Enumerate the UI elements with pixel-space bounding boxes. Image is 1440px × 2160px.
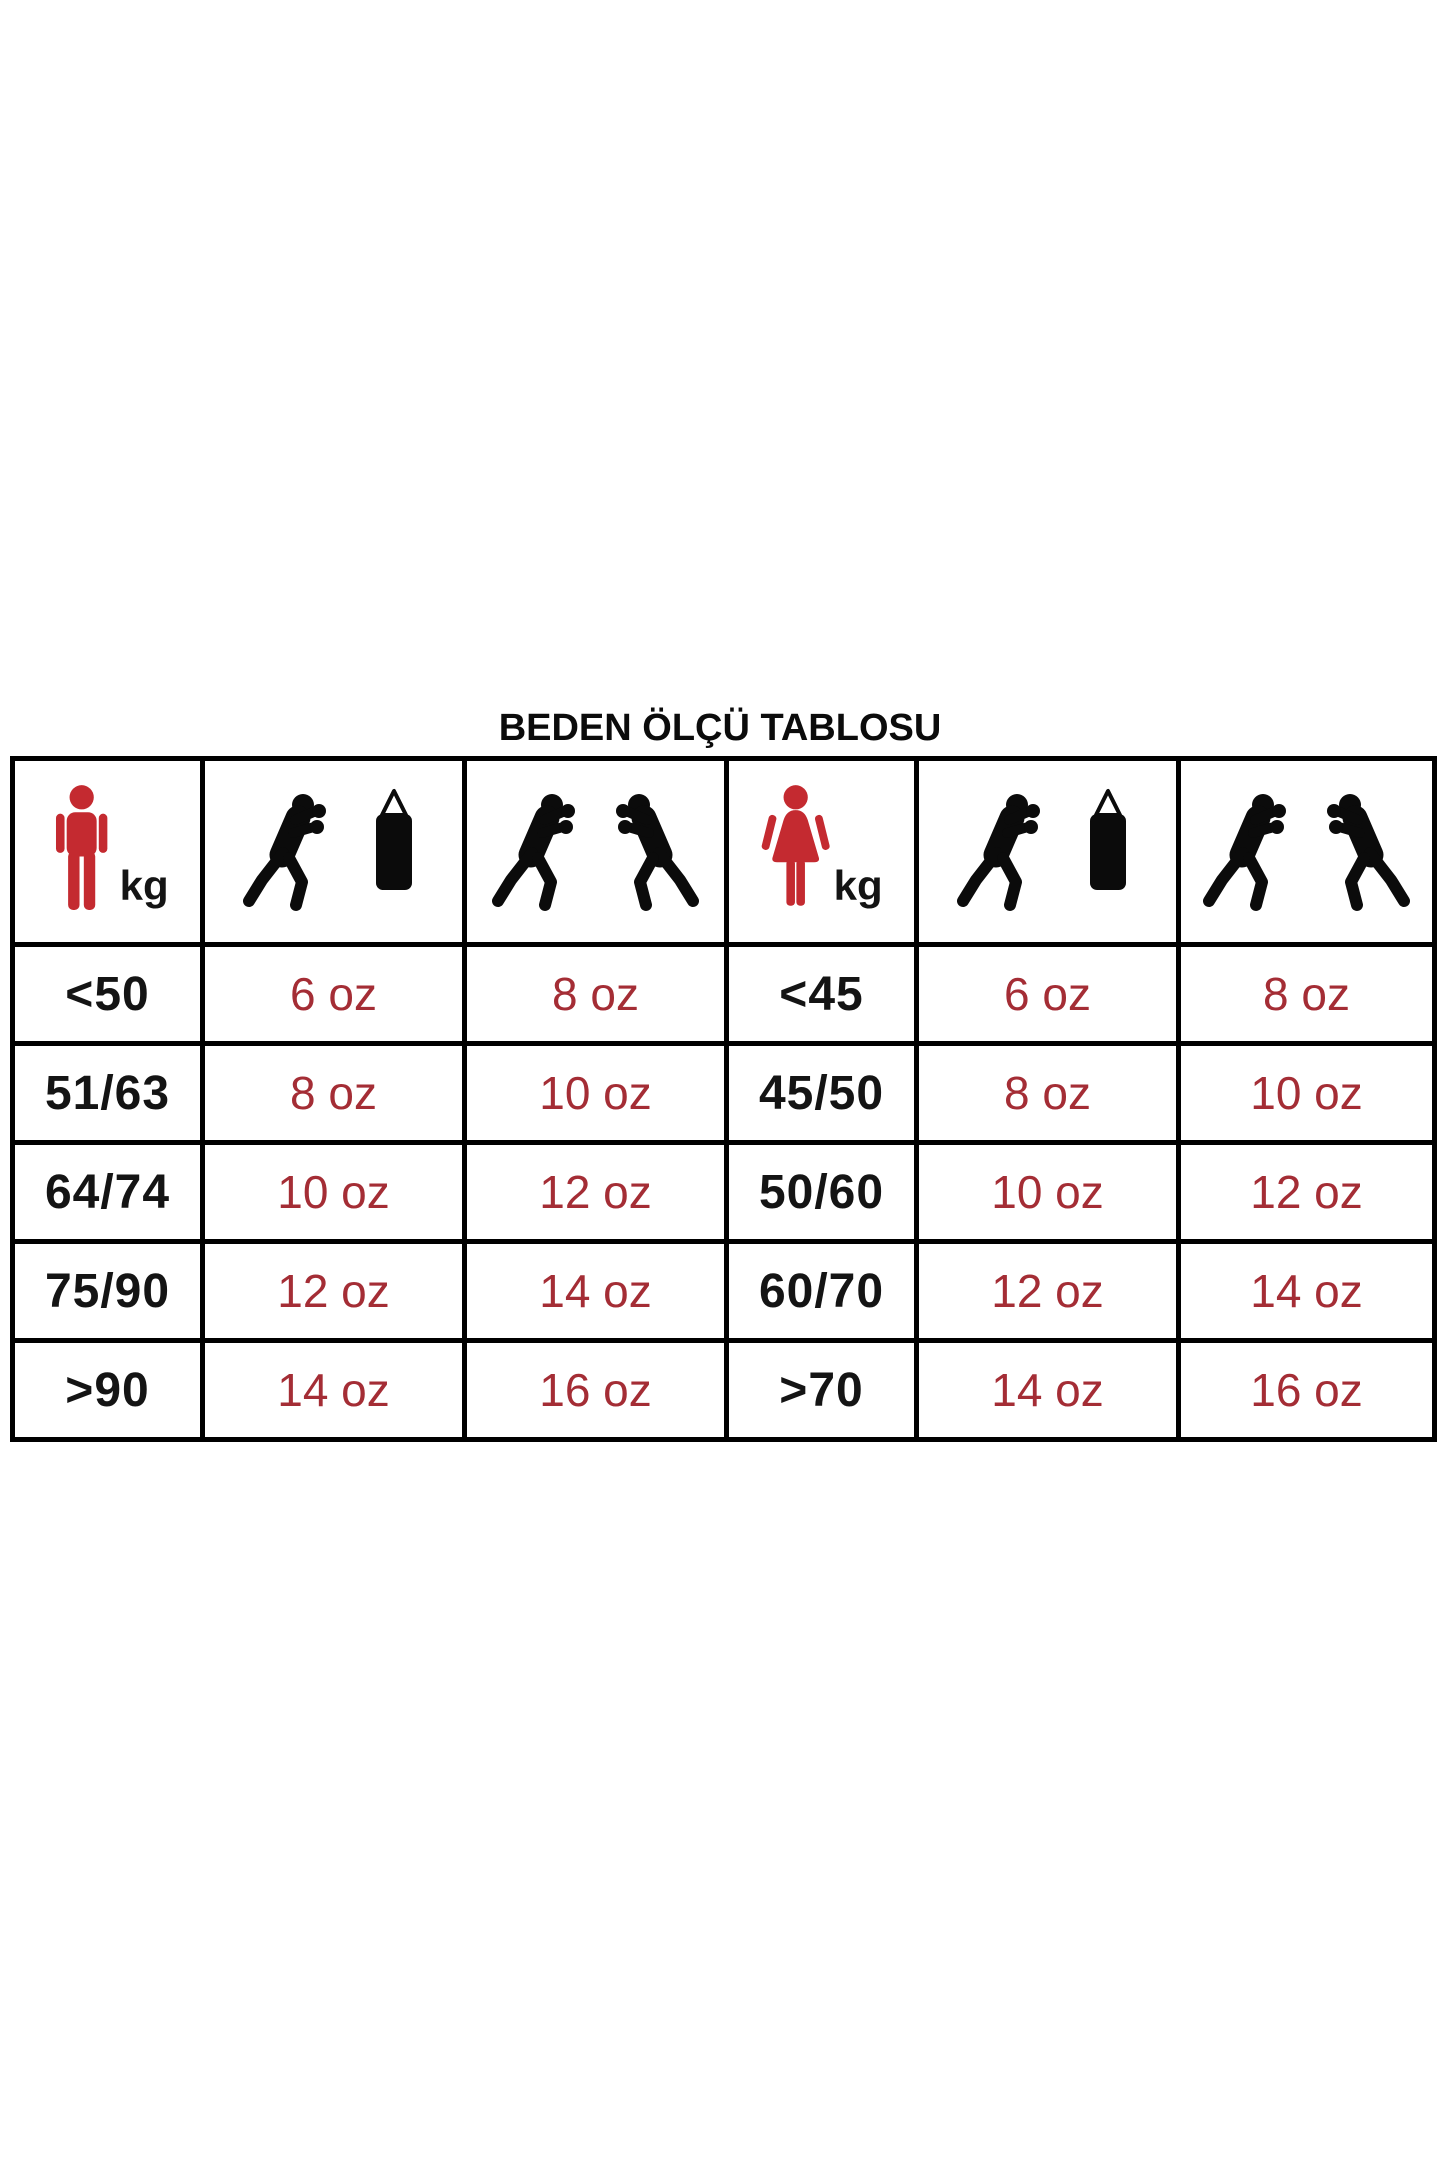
cell-male-sparring-oz: 14 oz xyxy=(462,1239,729,1343)
cell-female-sparring-oz: 14 oz xyxy=(1176,1239,1437,1343)
header-row: kg xyxy=(10,756,1437,947)
sparring-boxers-icon xyxy=(1199,787,1414,917)
cell-male-sparring-oz: 10 oz xyxy=(462,1041,729,1145)
table-row: 75/90 12 oz 14 oz 60/70 12 oz 14 oz xyxy=(10,1239,1437,1343)
male-kg-label: kg xyxy=(119,862,169,909)
table-row: 64/74 10 oz 12 oz 50/60 10 oz 12 oz xyxy=(10,1140,1437,1244)
cell-male-sparring-oz: 12 oz xyxy=(462,1140,729,1244)
cell-male-bag-oz: 8 oz xyxy=(200,1041,467,1145)
cell-female-bag-oz: 14 oz xyxy=(914,1338,1181,1442)
cell-female-sparring-oz: 8 oz xyxy=(1176,942,1437,1046)
female-figure-icon xyxy=(760,783,831,915)
cell-male-sparring-oz: 16 oz xyxy=(462,1338,729,1442)
cell-male-bag-oz: 6 oz xyxy=(200,942,467,1046)
cell-male-kg: <50 xyxy=(10,942,205,1046)
header-female-bag xyxy=(914,756,1181,947)
cell-male-kg: 51/63 xyxy=(10,1041,205,1145)
cell-female-bag-oz: 8 oz xyxy=(914,1041,1181,1145)
cell-female-kg: 45/50 xyxy=(724,1041,919,1145)
cell-male-bag-oz: 12 oz xyxy=(200,1239,467,1343)
cell-male-kg: 75/90 xyxy=(10,1239,205,1343)
cell-male-kg: >90 xyxy=(10,1338,205,1442)
boxer-punching-bag-icon xyxy=(953,787,1128,917)
cell-male-sparring-oz: 8 oz xyxy=(462,942,729,1046)
table-row: 51/63 8 oz 10 oz 45/50 8 oz 10 oz xyxy=(10,1041,1437,1145)
cell-female-kg: 60/70 xyxy=(724,1239,919,1343)
cell-female-kg: >70 xyxy=(724,1338,919,1442)
cell-male-kg: 64/74 xyxy=(10,1140,205,1244)
cell-female-sparring-oz: 10 oz xyxy=(1176,1041,1437,1145)
cell-male-bag-oz: 14 oz xyxy=(200,1338,467,1442)
cell-female-bag-oz: 6 oz xyxy=(914,942,1181,1046)
cell-female-bag-oz: 12 oz xyxy=(914,1239,1181,1343)
sparring-boxers-icon xyxy=(488,787,703,917)
header-male-kg: kg xyxy=(10,756,205,947)
header-male-sparring xyxy=(462,756,729,947)
female-kg-group: kg xyxy=(760,783,883,915)
female-kg-label: kg xyxy=(833,862,883,909)
male-kg-group: kg xyxy=(46,783,169,915)
table-row: <50 6 oz 8 oz <45 6 oz 8 oz xyxy=(10,942,1437,1046)
header-female-sparring xyxy=(1176,756,1437,947)
cell-female-sparring-oz: 16 oz xyxy=(1176,1338,1437,1442)
male-figure-icon xyxy=(46,783,117,915)
size-chart-table: kg xyxy=(10,756,1437,1442)
cell-female-bag-oz: 10 oz xyxy=(914,1140,1181,1244)
page-title: BEDEN ÖLÇÜ TABLOSU xyxy=(498,707,942,749)
cell-female-sparring-oz: 12 oz xyxy=(1176,1140,1437,1244)
cell-female-kg: 50/60 xyxy=(724,1140,919,1244)
table-row: >90 14 oz 16 oz >70 14 oz 16 oz xyxy=(10,1338,1437,1442)
boxer-punching-bag-icon xyxy=(239,787,414,917)
header-female-kg: kg xyxy=(724,756,919,947)
cell-female-kg: <45 xyxy=(724,942,919,1046)
cell-male-bag-oz: 10 oz xyxy=(200,1140,467,1244)
header-male-bag xyxy=(200,756,467,947)
